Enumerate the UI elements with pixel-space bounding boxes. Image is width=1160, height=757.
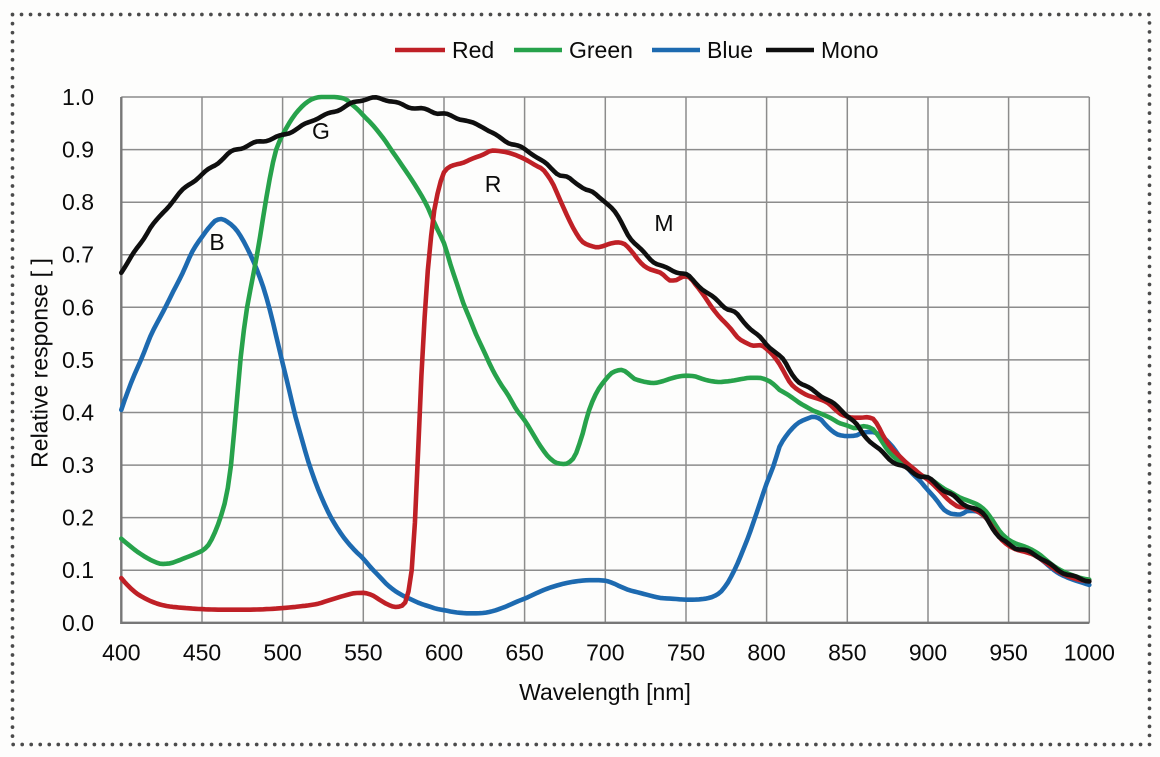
svg-text:0.6: 0.6: [62, 294, 94, 320]
svg-text:G: G: [312, 118, 330, 144]
svg-text:0.0: 0.0: [62, 610, 94, 636]
svg-text:Red: Red: [452, 37, 494, 63]
svg-text:0.5: 0.5: [62, 347, 94, 373]
svg-text:0.8: 0.8: [62, 189, 94, 215]
svg-text:0.7: 0.7: [62, 242, 94, 268]
svg-text:1000: 1000: [1064, 640, 1115, 666]
svg-text:0.1: 0.1: [62, 557, 94, 583]
svg-text:1.0: 1.0: [62, 84, 94, 110]
svg-text:0.2: 0.2: [62, 505, 94, 531]
svg-text:900: 900: [909, 640, 947, 666]
svg-text:800: 800: [747, 640, 785, 666]
svg-text:750: 750: [667, 640, 705, 666]
svg-text:850: 850: [828, 640, 866, 666]
svg-text:400: 400: [102, 640, 140, 666]
svg-text:600: 600: [425, 640, 463, 666]
svg-text:700: 700: [586, 640, 624, 666]
svg-text:0.4: 0.4: [62, 400, 94, 426]
svg-text:Wavelength [nm]: Wavelength [nm]: [519, 679, 691, 705]
svg-text:500: 500: [263, 640, 301, 666]
svg-text:0.3: 0.3: [62, 452, 94, 478]
svg-text:0.9: 0.9: [62, 137, 94, 163]
svg-text:R: R: [485, 171, 502, 197]
svg-text:Relative response [ ]: Relative response [ ]: [27, 258, 53, 468]
svg-text:Blue: Blue: [707, 37, 753, 63]
svg-text:Mono: Mono: [821, 37, 879, 63]
svg-text:Green: Green: [569, 37, 633, 63]
svg-text:650: 650: [505, 640, 543, 666]
svg-text:M: M: [654, 210, 673, 236]
svg-text:950: 950: [989, 640, 1027, 666]
svg-text:B: B: [209, 229, 224, 255]
svg-text:550: 550: [344, 640, 382, 666]
svg-text:450: 450: [183, 640, 221, 666]
